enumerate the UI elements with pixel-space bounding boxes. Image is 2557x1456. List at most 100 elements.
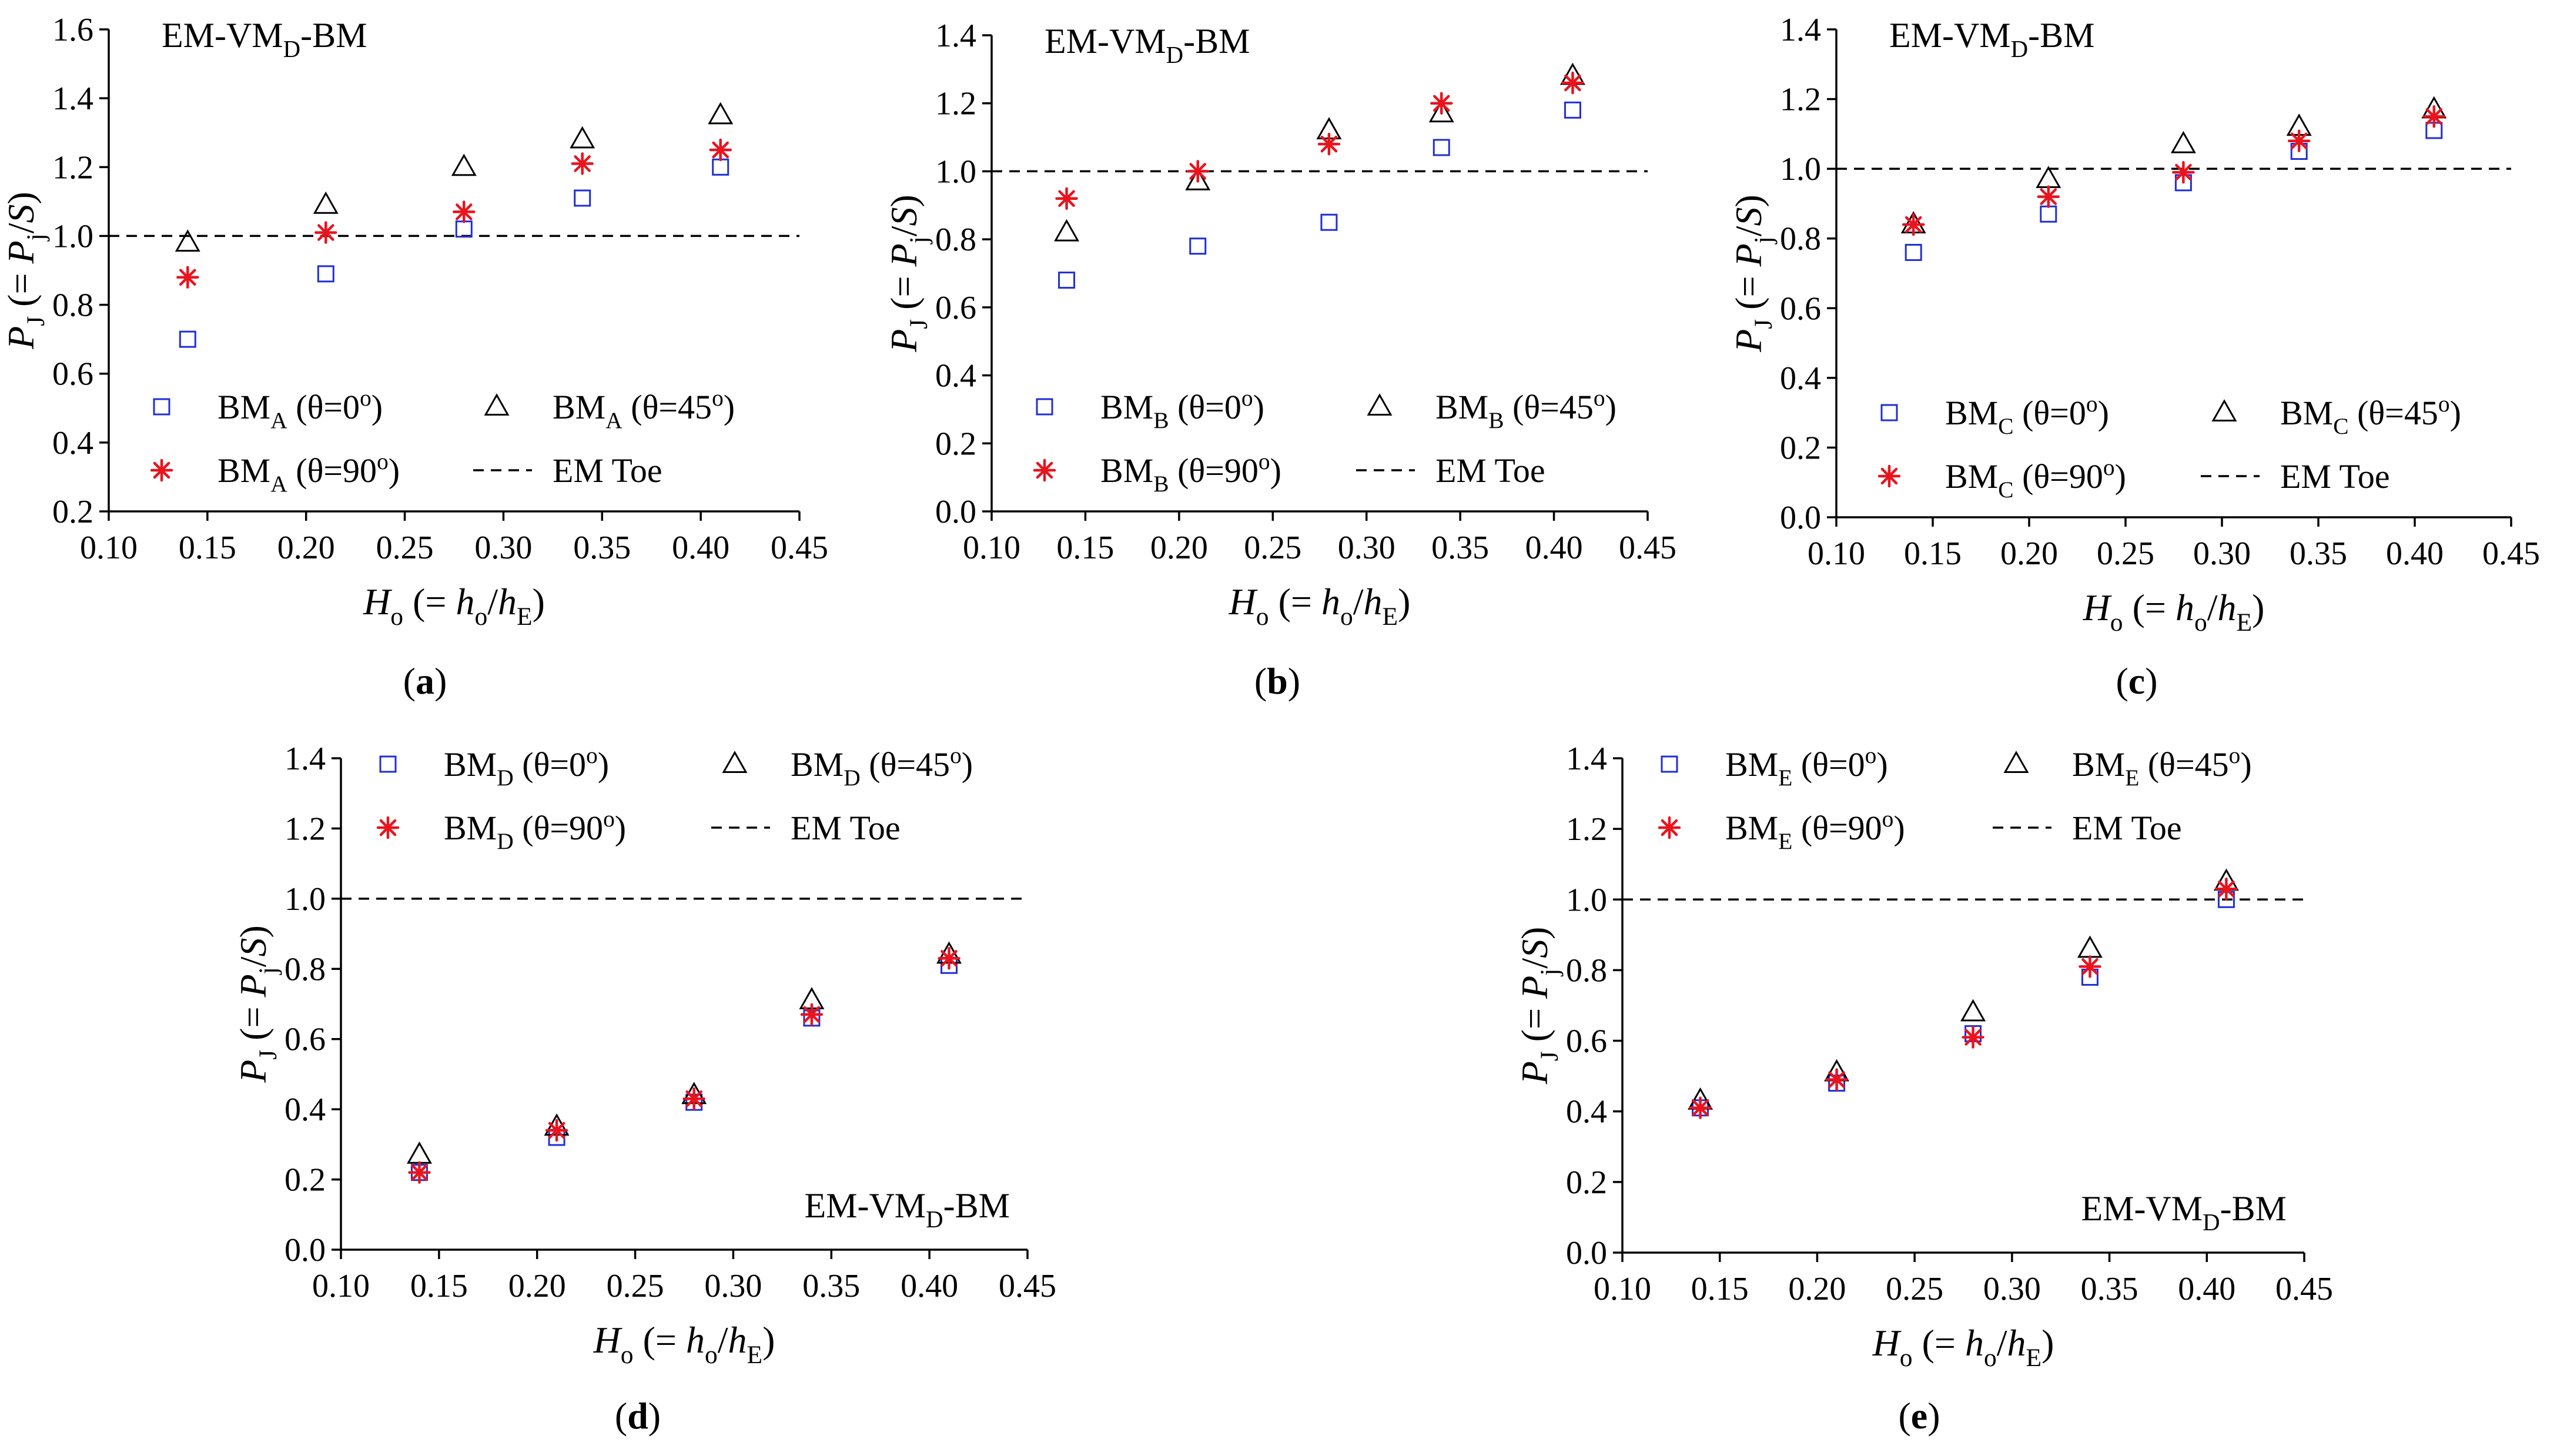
- text-part: S: [1514, 939, 1555, 958]
- x-tick-label: 0.25: [607, 1268, 664, 1304]
- text-part: P: [0, 326, 42, 350]
- x-tick-label: 0.10: [1594, 1271, 1651, 1307]
- legend-label-em-toe: EM Toe: [2072, 809, 2182, 847]
- data-point-theta90: [2079, 955, 2101, 978]
- text-part: B: [1153, 471, 1169, 497]
- text-part: ): [232, 925, 274, 938]
- text-part: EM-VM: [1045, 22, 1166, 61]
- text-part: /: [2207, 587, 2218, 628]
- chart-panel-b: 0.10 0.15 0.20 0.25 0.30 0.35 0.40 0.45 0.0 0.2 0.…: [883, 18, 1676, 702]
- text-part: ): [1253, 388, 1264, 426]
- marker-square: [1661, 755, 1678, 773]
- chart-panel-c: 0.10 0.15 0.20 0.25 0.30 0.35 0.40 0.45 0.0 0.2 0.…: [1728, 12, 2540, 702]
- text-part: BM: [791, 745, 844, 784]
- data-point-theta0: [455, 220, 473, 238]
- x-tick-label: 0.15: [1904, 535, 1962, 572]
- text-part: (=: [2123, 587, 2176, 628]
- marker-triangle: [484, 393, 510, 416]
- text-part: o: [1259, 448, 1270, 474]
- y-tick-label: 0.6: [935, 290, 976, 326]
- marker-stroke: [803, 1006, 821, 1023]
- y-tick-label: 0.4: [935, 358, 976, 394]
- x-tick-label: 0.40: [2178, 1271, 2235, 1307]
- text-part: D: [844, 765, 860, 791]
- text-part: ): [598, 745, 609, 784]
- text-part: ): [389, 451, 400, 490]
- x-tick-label: 0.40: [672, 530, 729, 566]
- x-tick-label: 0.10: [80, 530, 138, 566]
- legend-label-theta0: BMC (θ=0o): [1945, 391, 2109, 439]
- y-tick-label: 1.2: [52, 149, 93, 186]
- text-part: D: [1166, 42, 1183, 68]
- chart-title: EM-VMD-BM: [162, 16, 367, 62]
- text-part: (=: [1728, 266, 1769, 319]
- text-part: o: [377, 448, 389, 474]
- text-part: H: [1872, 1322, 1902, 1364]
- y-tick-label: 1.0: [1780, 151, 1821, 188]
- text-part: D: [2011, 36, 2028, 62]
- text-part: ): [615, 809, 626, 847]
- chart-panel-e: 0.10 0.15 0.20 0.25 0.30 0.35 0.40 0.45 0.0 0.2 0.…: [1514, 741, 2333, 1437]
- marker-stroke: [1189, 163, 1207, 180]
- text-part: E: [1383, 603, 1398, 631]
- text-part: o: [621, 1341, 634, 1369]
- text-part: h: [2007, 1322, 2026, 1364]
- marker-stroke: [1964, 1029, 1982, 1046]
- data-point-theta90: [938, 947, 960, 970]
- x-tick-label: 0.30: [2193, 535, 2251, 572]
- x-tick-label: 0.35: [802, 1268, 860, 1304]
- marker-triangle: [2003, 751, 2029, 773]
- marker-stroke: [1880, 467, 1898, 485]
- x-tick-label: 0.10: [312, 1268, 370, 1304]
- text-part: BM: [217, 451, 270, 490]
- text-part: BM: [1100, 451, 1153, 490]
- marker-triangle: [2211, 399, 2237, 421]
- series-theta45: [407, 941, 962, 1164]
- text-part: (θ=90: [514, 809, 603, 847]
- legend-label-theta0: BME (θ=0o): [1725, 742, 1888, 791]
- text-part: BM: [444, 809, 497, 847]
- text-part: C: [2333, 413, 2348, 439]
- data-point-theta0: [1320, 213, 1338, 231]
- text-part: E: [517, 603, 533, 631]
- marker-stroke: [1433, 95, 1450, 112]
- text-part: o: [1984, 1344, 1997, 1372]
- legend-label-theta0: BMD (θ=0o): [444, 742, 609, 791]
- text-part: J: [1749, 319, 1778, 329]
- text-part: E: [1778, 828, 1792, 854]
- x-tick-label: 0.15: [179, 530, 236, 566]
- text-part: h: [2218, 587, 2237, 628]
- legend-label-theta90: BMA (θ=90o): [217, 448, 400, 497]
- text-part: J: [1535, 1051, 1564, 1061]
- y-axis-label-group: PJ (= Pj/S): [0, 192, 50, 350]
- y-tick-label: 0.4: [285, 1092, 326, 1128]
- legend-label-theta0: BMB (θ=0o): [1100, 385, 1264, 433]
- marker-stroke: [685, 1090, 702, 1107]
- y-tick-label: 0.0: [935, 494, 976, 530]
- legend-label-em-toe: EM Toe: [553, 451, 662, 490]
- panel-letter: c: [2128, 660, 2145, 702]
- text-part: ): [1514, 927, 1555, 939]
- text-part: P: [1514, 976, 1555, 999]
- text-part: P: [232, 1060, 274, 1083]
- panel-label: (b): [1254, 660, 1300, 702]
- text-part: A: [605, 407, 622, 433]
- data-point-theta90: [1430, 92, 1453, 115]
- data-point-theta90: [1825, 1068, 1848, 1091]
- data-point-theta45: [451, 153, 477, 176]
- series-theta0: [1905, 122, 2443, 261]
- text-part: ): [1876, 745, 1887, 784]
- text-part: -BM: [300, 16, 367, 55]
- text-part: BM: [217, 388, 270, 426]
- text-part: BM: [444, 745, 497, 784]
- y-tick-label: 1.4: [935, 18, 976, 54]
- x-tick-label: 0.40: [1525, 530, 1583, 566]
- marker-stroke: [153, 461, 170, 479]
- y-tick-label: 1.2: [1566, 811, 1607, 848]
- data-point-theta0: [1564, 101, 1581, 119]
- text-part: EM-VM: [1889, 16, 2011, 55]
- legend: BME (θ=0o) BME (θ=45o)BME (θ=90o) EM Toe: [1658, 742, 2252, 854]
- text-part: /: [232, 956, 274, 967]
- text-part: (=: [232, 997, 274, 1049]
- text-part: /: [1353, 581, 1364, 622]
